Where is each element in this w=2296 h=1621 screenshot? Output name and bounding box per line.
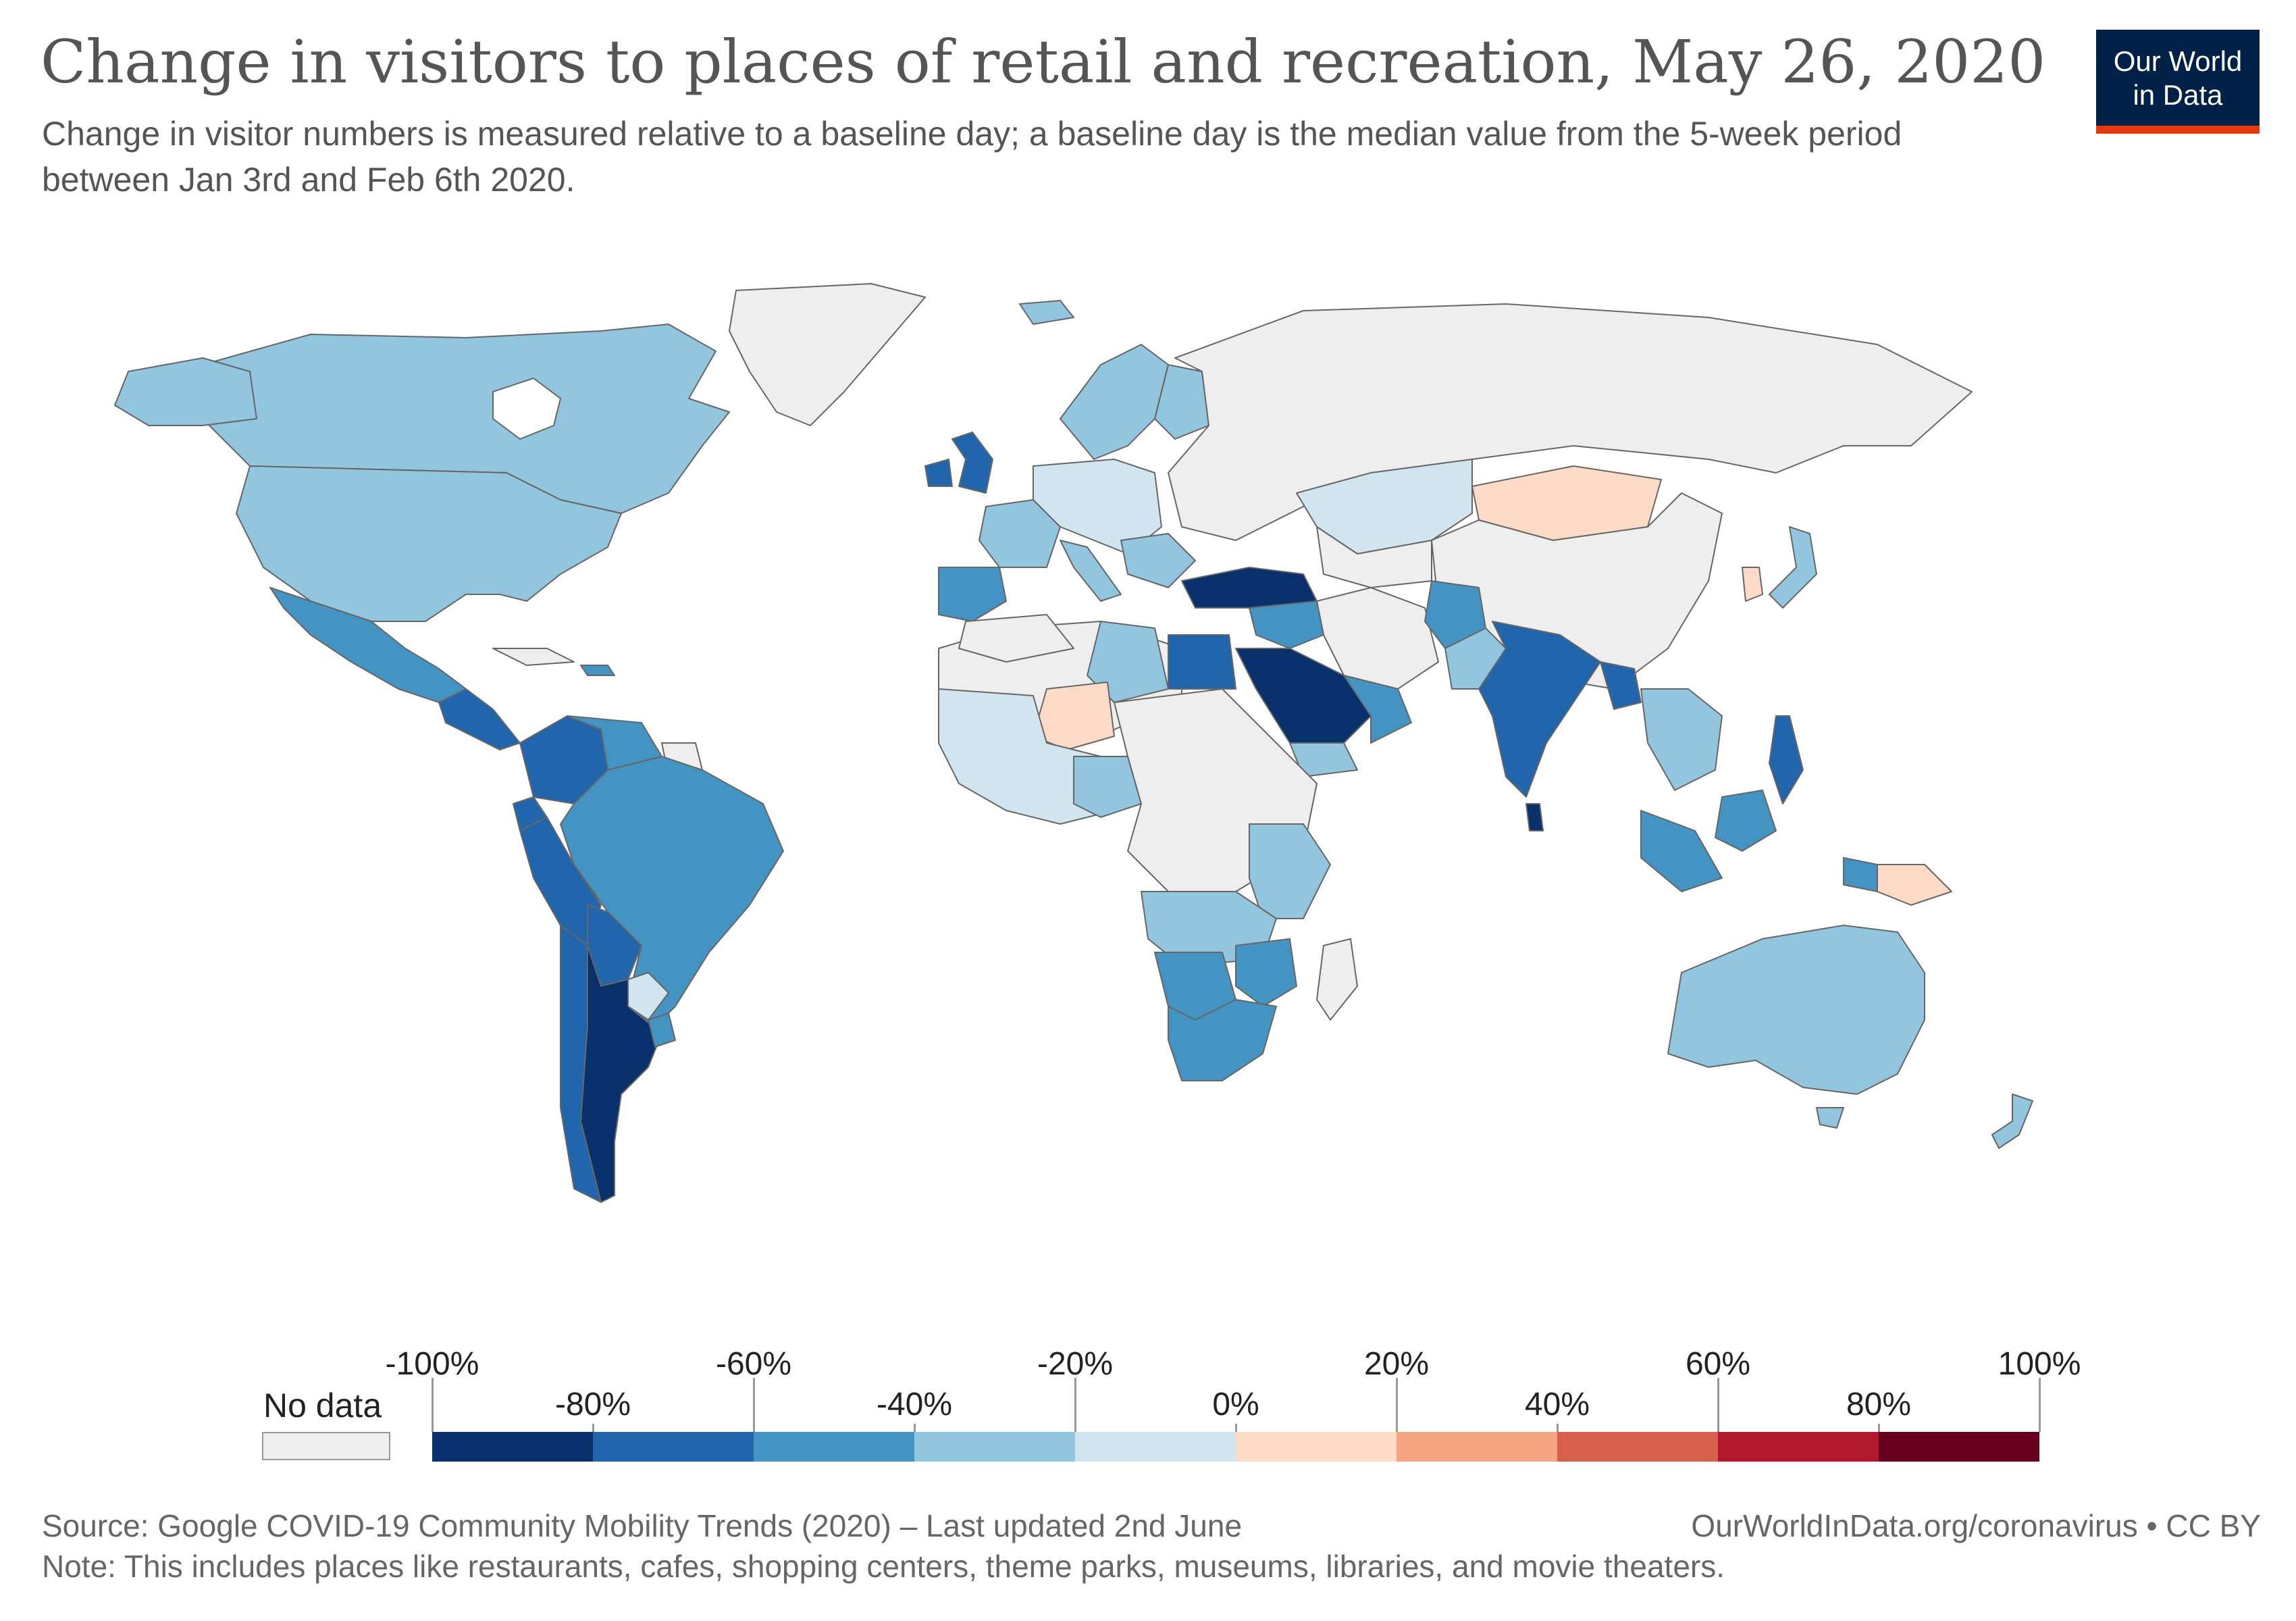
uruguay[interactable] [648, 1012, 676, 1048]
legend-tick [1557, 1424, 1559, 1432]
legend-tick [1235, 1424, 1237, 1432]
indonesia[interactable] [1640, 810, 1723, 892]
logo-line-1: Our World [2113, 45, 2243, 77]
scandinavia[interactable] [1060, 344, 1169, 460]
chart-subtitle: Change in visitor numbers is measured re… [42, 115, 1902, 199]
legend-bin-0[interactable] [432, 1432, 593, 1462]
west-africa[interactable] [938, 688, 1115, 825]
legend-lower-label: -40% [876, 1387, 953, 1422]
legend-tick [592, 1424, 594, 1432]
spain-portugal[interactable] [938, 567, 1007, 622]
east-africa[interactable] [1249, 823, 1331, 919]
hudson-bay [492, 378, 561, 440]
oman-uae[interactable] [1343, 675, 1412, 744]
legend-bin-5[interactable] [1236, 1432, 1397, 1462]
legend-lower-label: 0% [1212, 1387, 1259, 1422]
morocco-algeria[interactable] [958, 614, 1074, 663]
papua-new-guinea[interactable] [1877, 864, 1952, 906]
logo-line-2: in Data [2133, 79, 2223, 111]
ireland[interactable] [924, 459, 953, 487]
legend-tick [1396, 1378, 1398, 1432]
iceland[interactable] [1019, 300, 1074, 325]
legend-lower-label: 40% [1524, 1387, 1590, 1422]
legend-lower-label: -80% [554, 1387, 631, 1422]
legend-no-data-label: No data [263, 1387, 382, 1424]
tasmania[interactable] [1816, 1107, 1844, 1129]
footnote: Note: This includes places like restaura… [42, 1549, 1725, 1584]
legend-upper-label: -60% [715, 1346, 792, 1382]
turkey[interactable] [1181, 567, 1317, 609]
legend-bin-6[interactable] [1397, 1432, 1557, 1462]
legend-no-data-swatch[interactable] [262, 1432, 390, 1460]
new-zealand[interactable] [1991, 1093, 2033, 1149]
madagascar[interactable] [1316, 938, 1358, 1021]
finland[interactable] [1154, 364, 1209, 440]
legend-tick [1717, 1378, 1719, 1432]
united-states[interactable] [236, 465, 622, 622]
greenland[interactable] [729, 283, 926, 426]
cuba[interactable] [492, 648, 575, 666]
india[interactable] [1478, 621, 1601, 798]
legend-upper-label: 60% [1685, 1346, 1751, 1382]
bangladesh-myanmar[interactable] [1600, 661, 1642, 710]
nigeria[interactable] [1073, 756, 1142, 818]
legend-color-bar[interactable] [432, 1432, 2039, 1462]
legend-bin-2[interactable] [754, 1432, 914, 1462]
legend-upper-label: -100% [385, 1346, 479, 1382]
source-note: Source: Google COVID-19 Community Mobili… [42, 1508, 1243, 1543]
sri-lanka[interactable] [1525, 803, 1544, 831]
legend-bin-8[interactable] [1718, 1432, 1879, 1462]
australia[interactable] [1667, 925, 1925, 1095]
legend-tick [432, 1378, 434, 1432]
chart-title: Change in visitors to places of retail a… [41, 27, 2046, 97]
papua-indonesia[interactable] [1843, 857, 1878, 892]
russia[interactable] [1168, 303, 1973, 541]
legend-tick [1074, 1378, 1076, 1432]
owid-logo[interactable]: Our World in Data [2096, 30, 2260, 134]
legend-bin-1[interactable] [593, 1432, 754, 1462]
argentina[interactable] [580, 945, 662, 1203]
south-africa[interactable] [1168, 999, 1277, 1081]
legend-lower-label: 80% [1846, 1387, 1912, 1422]
legend-tick [753, 1378, 755, 1432]
balkans[interactable] [1120, 533, 1196, 588]
legend-upper-label: 100% [1998, 1346, 2081, 1382]
indochina[interactable] [1640, 688, 1723, 791]
philippines[interactable] [1769, 715, 1804, 804]
legend-bin-7[interactable] [1557, 1432, 1718, 1462]
legend-bin-4[interactable] [1075, 1432, 1236, 1462]
iraq-syria[interactable] [1249, 600, 1324, 649]
borneo[interactable] [1715, 790, 1777, 852]
legend-tick [1878, 1424, 1880, 1432]
central-america[interactable] [438, 688, 521, 750]
canada[interactable] [182, 324, 730, 514]
world-map[interactable] [88, 270, 2208, 1297]
japan[interactable] [1769, 526, 1817, 609]
egypt[interactable] [1168, 634, 1236, 690]
legend-upper-label: 20% [1363, 1346, 1430, 1382]
alaska[interactable] [114, 357, 257, 426]
iran[interactable] [1316, 587, 1439, 690]
legend-bin-3[interactable] [914, 1432, 1075, 1462]
mozambique-zimbabwe[interactable] [1235, 938, 1297, 1007]
italy[interactable] [1060, 540, 1122, 602]
dominican-republic[interactable] [580, 665, 615, 676]
legend-upper-label: -20% [1037, 1346, 1114, 1382]
south-korea[interactable] [1742, 567, 1763, 602]
legend-tick [914, 1424, 916, 1432]
saudi-arabia[interactable] [1235, 648, 1372, 744]
legend-tick [2039, 1378, 2041, 1432]
united-kingdom[interactable] [951, 432, 993, 494]
legend-bin-9[interactable] [1879, 1432, 2039, 1462]
owid-url[interactable]: OurWorldInData.org/coronavirus • CC BY [1691, 1508, 2261, 1543]
